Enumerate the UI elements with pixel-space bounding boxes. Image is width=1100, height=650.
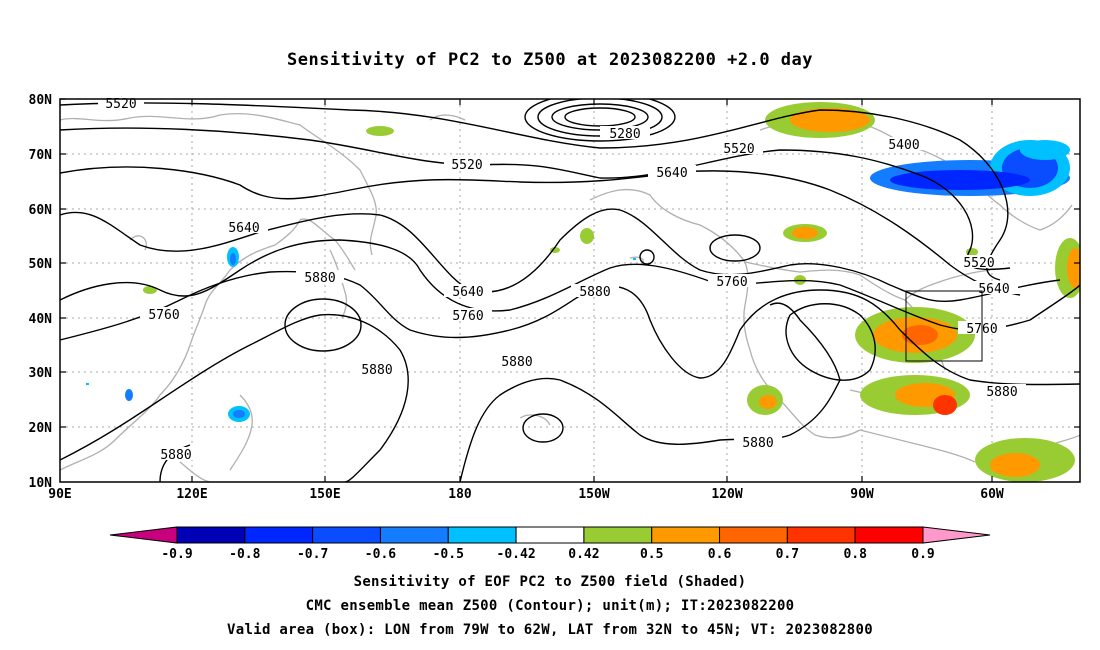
contour-label: 5880	[986, 385, 1017, 400]
contour-label: 5520	[451, 158, 482, 173]
z500-contours	[60, 99, 1080, 482]
colorbar-segment	[379, 526, 449, 544]
lat-label-70n: 70N	[29, 148, 53, 163]
colorbar-label: -0.42	[497, 547, 536, 562]
lon-label-180: 180	[448, 487, 472, 502]
tick-marks	[60, 98, 1080, 482]
lon-label-150w: 150W	[578, 487, 609, 502]
lat-label-60n: 60N	[29, 203, 53, 218]
contour-label: 5640	[452, 285, 483, 300]
colorbar-segment	[447, 526, 517, 544]
colorbar-segment	[244, 526, 314, 544]
contour-label: 5760	[716, 275, 747, 290]
contour-label: 5880	[742, 436, 773, 451]
lon-label-120e: 120E	[176, 487, 207, 502]
colorbar-label: 0.7	[776, 547, 799, 562]
colorbar-segment	[109, 526, 178, 544]
colorbar-label: -0.5	[433, 547, 464, 562]
colorbar-label: 0.5	[640, 547, 663, 562]
contour-label: 5280	[609, 127, 640, 142]
contour-label: 5760	[452, 309, 483, 324]
colorbar-label: 0.6	[708, 547, 732, 562]
colorbar-segment	[312, 526, 381, 544]
colorbar-segment	[786, 526, 856, 544]
plot-title: Sensitivity of PC2 to Z500 at 2023082200…	[286, 50, 813, 70]
lon-label-60w: 60W	[980, 487, 1004, 502]
contour-label: 5760	[148, 308, 179, 323]
caption-line-2: CMC ensemble mean Z500 (Contour); unit(m…	[305, 598, 795, 614]
colorbar-label: -0.6	[365, 547, 396, 562]
colorbar-segment	[719, 526, 788, 544]
lon-label-150e: 150E	[309, 487, 340, 502]
sensitivity-shading	[86, 102, 1080, 482]
contour-label: 5880	[160, 448, 191, 463]
colorbar-segment	[854, 526, 924, 544]
lon-label-90w: 90W	[850, 487, 874, 502]
colorbar: -0.9 -0.8 -0.7 -0.6 -0.5 -0.42 0.42 0.5 0.6 0.7 0.…	[109, 526, 991, 562]
colorbar-label: -0.9	[161, 547, 192, 562]
lat-label-20n: 20N	[29, 421, 53, 436]
lon-label-120w: 120W	[711, 487, 742, 502]
lon-label-90e: 90E	[48, 487, 71, 502]
colorbar-segment	[583, 526, 653, 544]
contour-label: 5520	[105, 97, 136, 112]
caption-line-1: Sensitivity of EOF PC2 to Z500 field (Sh…	[353, 574, 747, 590]
lat-label-10n: 10N	[29, 476, 53, 491]
contour-label: 5640	[656, 166, 687, 181]
caption-line-3: Valid area (box): LON from 79W to 62W, L…	[227, 622, 873, 638]
contour-label: 5880	[501, 355, 532, 370]
lat-label-30n: 30N	[29, 366, 53, 381]
lat-label-80n: 80N	[29, 93, 53, 108]
colorbar-segment	[515, 526, 585, 544]
contour-label: 5400	[888, 138, 919, 153]
contour-label: 5640	[228, 221, 259, 236]
colorbar-segment	[922, 526, 991, 544]
lat-label-50n: 50N	[29, 257, 53, 272]
colorbar-label: -0.7	[297, 547, 328, 562]
contour-label: 5640	[978, 282, 1009, 297]
lat-label-40n: 40N	[29, 312, 53, 327]
valid-area-box	[905, 290, 983, 362]
contour-label: 5880	[579, 285, 610, 300]
colorbar-segment	[176, 526, 246, 544]
contour-labels: 5520 5280 5520 5520 5400 5640 5640 5880 …	[98, 96, 1026, 463]
colorbar-label: -0.8	[229, 547, 260, 562]
contour-label: 5520	[963, 256, 994, 271]
colorbar-label: 0.8	[843, 547, 867, 562]
contour-label: 5880	[304, 271, 335, 286]
plot-frame	[59, 98, 1081, 483]
contour-label: 5880	[361, 363, 392, 378]
colorbar-segment	[651, 526, 721, 544]
contour-label: 5520	[723, 142, 754, 157]
colorbar-label: 0.42	[568, 547, 599, 562]
colorbar-label: 0.9	[911, 547, 934, 562]
